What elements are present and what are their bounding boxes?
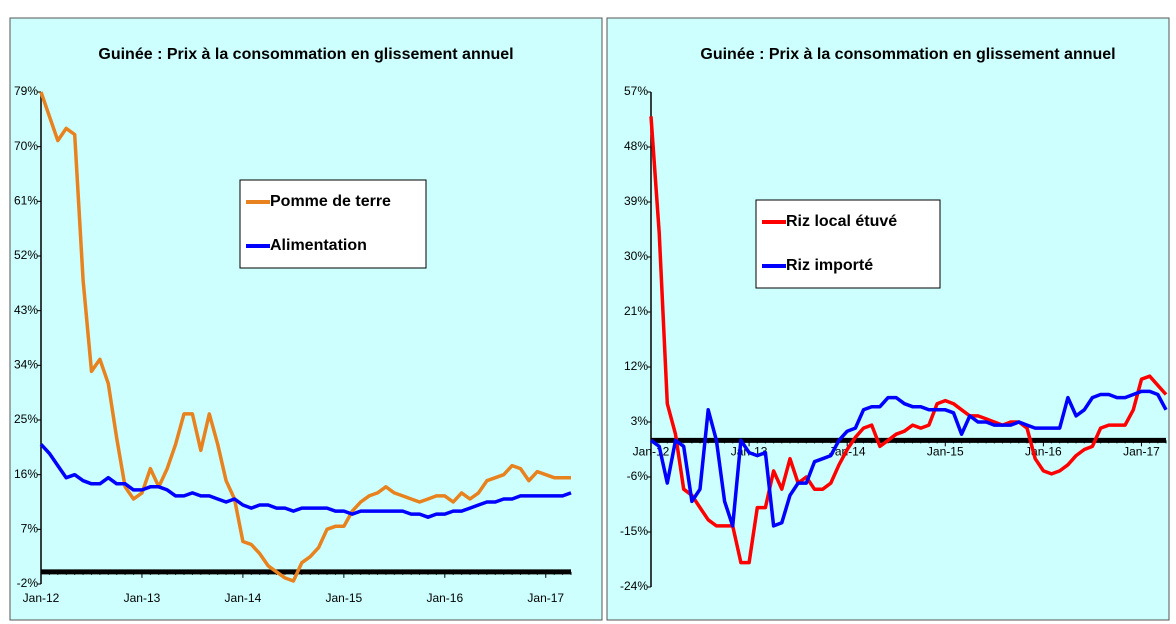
chart-title: Guinée : Prix à la consommation en gliss… <box>98 46 513 63</box>
y-tick-label: -24% <box>620 579 648 593</box>
legend <box>239 179 427 269</box>
y-tick-label: 52% <box>14 248 38 262</box>
x-tick-label: Jan-17 <box>1123 445 1160 459</box>
legend <box>755 199 941 289</box>
x-tick-label: Jan-15 <box>927 445 964 459</box>
x-tick-label: Jan-13 <box>124 591 161 605</box>
y-tick-label: 25% <box>14 412 38 426</box>
legend-label: Alimentation <box>270 237 367 254</box>
y-tick-label: 79% <box>14 84 38 98</box>
x-tick-label: Jan-12 <box>23 591 60 605</box>
y-tick-label: 70% <box>14 139 38 153</box>
data-line <box>39 91 571 583</box>
panel <box>9 17 603 621</box>
x-tick-label: Jan-17 <box>527 591 564 605</box>
panel <box>606 17 1170 621</box>
y-tick-label: -2% <box>17 576 39 590</box>
y-tick-label: 30% <box>624 249 648 263</box>
y-tick-label: 57% <box>624 84 648 98</box>
data-line <box>649 389 1168 528</box>
legend-label: Riz importé <box>786 257 873 274</box>
legend-label: Pomme de terre <box>270 193 391 210</box>
y-tick-label: 43% <box>14 303 38 317</box>
y-tick-label: 61% <box>14 194 38 208</box>
x-tick-label: Jan-15 <box>326 591 363 605</box>
y-tick-label: 34% <box>14 358 38 372</box>
y-tick-label: 21% <box>624 304 648 318</box>
data-line <box>649 116 1168 565</box>
y-tick-label: -6% <box>627 469 649 483</box>
x-tick-label: Jan-12 <box>633 445 670 459</box>
y-tick-label: 7% <box>21 522 39 536</box>
y-tick-label: 12% <box>624 359 648 373</box>
y-tick-label: 48% <box>624 139 648 153</box>
x-tick-label: Jan-14 <box>225 591 262 605</box>
y-tick-label: 39% <box>624 194 648 208</box>
data-line <box>39 443 572 519</box>
x-tick-label: Jan-16 <box>426 591 463 605</box>
y-tick-label: -15% <box>620 524 648 538</box>
y-tick-label: 16% <box>14 467 38 481</box>
y-tick-label: 3% <box>631 414 649 428</box>
legend-label: Riz local étuvé <box>786 213 897 230</box>
chart-title: Guinée : Prix à la consommation en gliss… <box>700 46 1115 63</box>
